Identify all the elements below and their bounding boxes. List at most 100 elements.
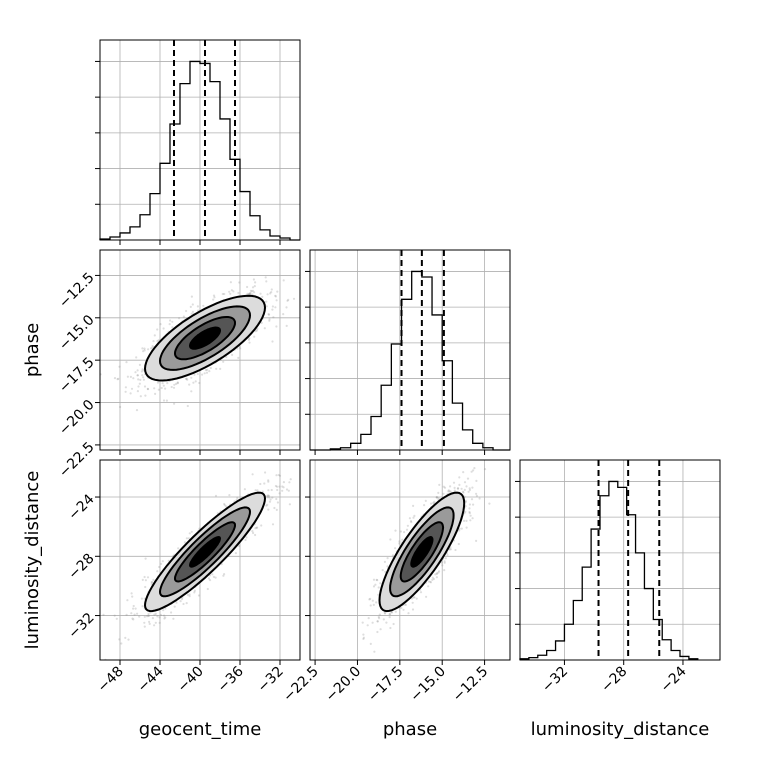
sample-point (267, 494, 270, 497)
sample-point (462, 471, 465, 474)
sample-point (457, 542, 460, 546)
sample-point (245, 536, 248, 539)
sample-point (238, 544, 241, 548)
sample-point (142, 350, 145, 353)
sample-point (371, 599, 374, 602)
sample-point (271, 305, 274, 308)
sample-point (143, 385, 147, 388)
sample-point (389, 626, 392, 630)
sample-point (371, 621, 374, 624)
sample-point (135, 409, 139, 412)
sample-point (282, 313, 285, 316)
sample-point (282, 279, 285, 282)
sample-point (136, 374, 139, 377)
sample-point (134, 371, 137, 374)
sample-point (472, 469, 475, 472)
sample-point (260, 321, 263, 324)
sample-point (270, 488, 273, 492)
sample-point (372, 603, 375, 607)
sample-point (163, 617, 166, 620)
sample-point (173, 383, 176, 386)
sample-point (434, 573, 437, 576)
sample-point (270, 291, 273, 294)
sample-point (278, 492, 281, 495)
sample-point (148, 622, 151, 626)
sample-point (469, 519, 472, 522)
sample-point (229, 292, 232, 295)
axis-label-y-phase: phase (22, 323, 43, 377)
sample-point (160, 562, 163, 566)
sample-point (271, 340, 274, 343)
sample-point (173, 402, 176, 405)
sample-point (466, 477, 470, 480)
sample-point (154, 621, 157, 624)
sample-point (278, 474, 282, 477)
sample-point (449, 485, 452, 488)
sample-point (446, 553, 449, 557)
sample-point (467, 490, 470, 493)
sample-point (275, 299, 278, 302)
sample-point (256, 526, 259, 529)
sample-point (188, 595, 191, 598)
sample-point (511, 462, 513, 464)
sample-point (175, 382, 178, 385)
y-tick-label-phase: −12.5 (56, 270, 98, 312)
sample-point (271, 523, 275, 526)
sample-point (471, 517, 474, 520)
sample-point (437, 497, 440, 500)
sample-point (274, 306, 277, 309)
sample-point (156, 381, 160, 384)
sample-point (265, 305, 268, 308)
sample-point (252, 531, 255, 535)
sample-point (256, 489, 259, 492)
y-tick-label-phase: −17.5 (56, 355, 98, 397)
sample-point (394, 610, 397, 613)
sample-point (197, 594, 201, 597)
sample-point (424, 499, 427, 502)
sample-point (431, 576, 434, 579)
sample-point (214, 576, 217, 579)
sample-point (475, 479, 478, 482)
sample-point (113, 377, 117, 380)
sample-point (146, 388, 150, 391)
sample-point (410, 521, 413, 524)
sample-point (231, 353, 234, 356)
sample-point (275, 497, 278, 501)
sample-point (157, 339, 160, 342)
sample-point (144, 585, 147, 589)
sample-point (185, 377, 188, 380)
sample-point (182, 315, 185, 318)
sample-point (465, 519, 468, 523)
sample-point (143, 575, 146, 579)
sample-point (267, 480, 270, 483)
sample-point (182, 602, 185, 606)
sample-point (208, 370, 211, 373)
panel-hist-luminosity-distance (519, 459, 721, 661)
sample-point (177, 547, 180, 550)
sample-point (165, 399, 168, 402)
sample-point (452, 481, 456, 484)
sample-point (148, 620, 151, 624)
sample-point (287, 298, 290, 301)
sample-point (143, 615, 146, 618)
sample-point (254, 489, 257, 492)
sample-point (190, 530, 193, 533)
sample-point (222, 574, 225, 577)
sample-point (225, 355, 228, 359)
sample-point (151, 345, 154, 348)
sample-point (381, 569, 384, 572)
sample-point (265, 280, 268, 283)
sample-point (126, 599, 129, 602)
sample-point (246, 285, 249, 289)
sample-point (275, 474, 278, 477)
sample-point (379, 582, 382, 585)
sample-point (468, 503, 471, 506)
sample-point (162, 384, 165, 387)
sample-point (144, 579, 147, 582)
sample-point (372, 585, 376, 588)
sample-point (141, 368, 144, 371)
x-tick-label-luminosity-distance: −28 (598, 664, 630, 696)
sample-point (276, 290, 279, 293)
sample-point (253, 285, 256, 288)
sample-point (456, 487, 460, 490)
